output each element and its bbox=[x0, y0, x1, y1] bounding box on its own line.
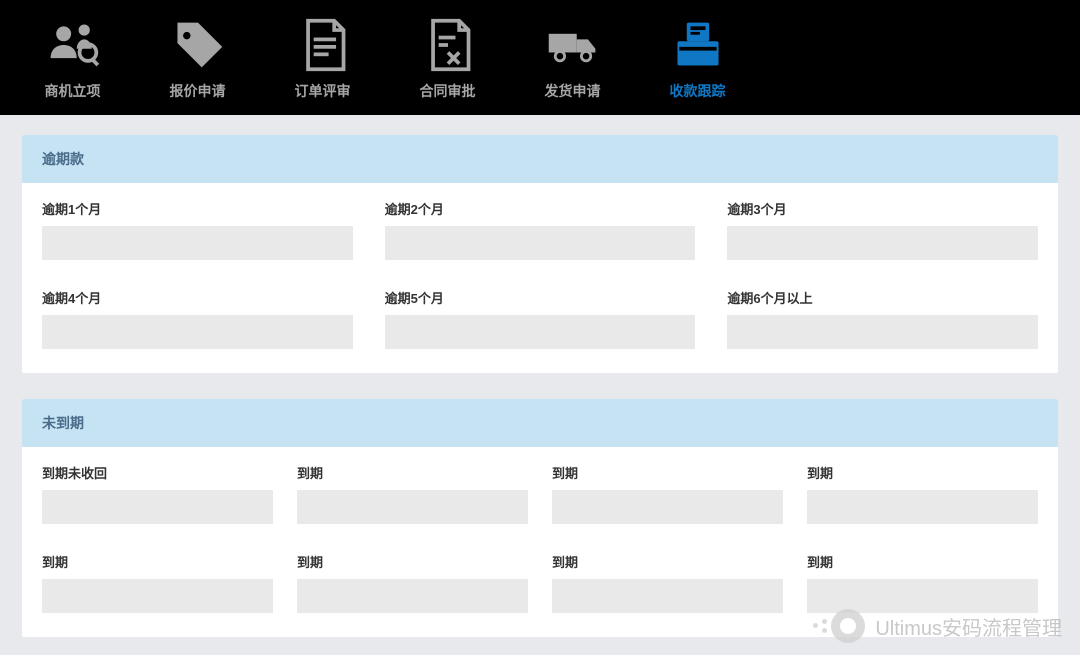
field-input-overdue-5m[interactable] bbox=[385, 315, 696, 349]
field-overdue-5m: 逾期5个月 bbox=[385, 288, 696, 349]
panel-body: 到期未收回 到期 到期 到期 到期 bbox=[22, 447, 1058, 637]
field-overdue-2m: 逾期2个月 bbox=[385, 199, 696, 260]
field-label: 到期 bbox=[297, 463, 528, 482]
nav-item-opportunity[interactable]: 商机立项 bbox=[10, 15, 135, 101]
field-due-2: 到期 bbox=[552, 463, 783, 524]
field-input-due-4[interactable] bbox=[42, 579, 273, 613]
field-due-7: 到期 bbox=[807, 552, 1038, 613]
field-input-due-7[interactable] bbox=[807, 579, 1038, 613]
field-due-5: 到期 bbox=[297, 552, 528, 613]
field-overdue-3m: 逾期3个月 bbox=[727, 199, 1038, 260]
field-overdue-4m: 逾期4个月 bbox=[42, 288, 353, 349]
field-label: 到期 bbox=[807, 552, 1038, 571]
field-input-due-3[interactable] bbox=[807, 490, 1038, 524]
field-label: 到期 bbox=[552, 463, 783, 482]
field-label: 到期 bbox=[807, 463, 1038, 482]
nav-label: 发货申请 bbox=[510, 81, 635, 101]
tag-icon bbox=[135, 15, 260, 75]
field-input-overdue-1m[interactable] bbox=[42, 226, 353, 260]
nav-item-payment-track[interactable]: 收款跟踪 bbox=[635, 15, 760, 101]
panel-not-due: 未到期 到期未收回 到期 到期 到期 bbox=[22, 399, 1058, 637]
nav-label: 合同审批 bbox=[385, 81, 510, 101]
field-input-overdue-4m[interactable] bbox=[42, 315, 353, 349]
top-nav: 商机立项 报价申请 订单评审 合同审批 发货申请 收款跟踪 bbox=[0, 0, 1080, 115]
field-label: 逾期1个月 bbox=[42, 199, 353, 218]
field-label: 到期 bbox=[42, 552, 273, 571]
cash-register-icon bbox=[635, 15, 760, 75]
people-search-icon bbox=[10, 15, 135, 75]
field-label: 逾期5个月 bbox=[385, 288, 696, 307]
field-label: 逾期4个月 bbox=[42, 288, 353, 307]
field-due-uncollected: 到期未收回 bbox=[42, 463, 273, 524]
field-input-due-1[interactable] bbox=[297, 490, 528, 524]
nav-item-quote[interactable]: 报价申请 bbox=[135, 15, 260, 101]
panel-overdue: 逾期款 逾期1个月 逾期2个月 逾期3个月 逾期4个月 bbox=[22, 135, 1058, 373]
field-label: 逾期2个月 bbox=[385, 199, 696, 218]
field-due-4: 到期 bbox=[42, 552, 273, 613]
field-label: 到期 bbox=[552, 552, 783, 571]
field-due-3: 到期 bbox=[807, 463, 1038, 524]
field-input-due-2[interactable] bbox=[552, 490, 783, 524]
document-lines-icon bbox=[260, 15, 385, 75]
field-due-1: 到期 bbox=[297, 463, 528, 524]
field-label: 逾期3个月 bbox=[727, 199, 1038, 218]
panel-header: 未到期 bbox=[22, 399, 1058, 447]
field-overdue-6m: 逾期6个月以上 bbox=[727, 288, 1038, 349]
field-label: 逾期6个月以上 bbox=[727, 288, 1038, 307]
nav-label: 报价申请 bbox=[135, 81, 260, 101]
panel-header: 逾期款 bbox=[22, 135, 1058, 183]
field-label: 到期 bbox=[297, 552, 528, 571]
field-input-due-uncollected[interactable] bbox=[42, 490, 273, 524]
field-input-due-6[interactable] bbox=[552, 579, 783, 613]
content-area: 逾期款 逾期1个月 逾期2个月 逾期3个月 逾期4个月 bbox=[0, 115, 1080, 655]
field-input-overdue-2m[interactable] bbox=[385, 226, 696, 260]
document-cancel-icon bbox=[385, 15, 510, 75]
nav-item-order-review[interactable]: 订单评审 bbox=[260, 15, 385, 101]
field-due-6: 到期 bbox=[552, 552, 783, 613]
nav-label: 订单评审 bbox=[260, 81, 385, 101]
field-input-overdue-3m[interactable] bbox=[727, 226, 1038, 260]
field-overdue-1m: 逾期1个月 bbox=[42, 199, 353, 260]
nav-label: 收款跟踪 bbox=[635, 81, 760, 101]
field-input-overdue-6m[interactable] bbox=[727, 315, 1038, 349]
truck-icon bbox=[510, 15, 635, 75]
panel-body: 逾期1个月 逾期2个月 逾期3个月 逾期4个月 逾期5个月 bbox=[22, 183, 1058, 373]
nav-label: 商机立项 bbox=[10, 81, 135, 101]
field-input-due-5[interactable] bbox=[297, 579, 528, 613]
field-label: 到期未收回 bbox=[42, 463, 273, 482]
nav-item-shipping[interactable]: 发货申请 bbox=[510, 15, 635, 101]
nav-item-contract-approve[interactable]: 合同审批 bbox=[385, 15, 510, 101]
